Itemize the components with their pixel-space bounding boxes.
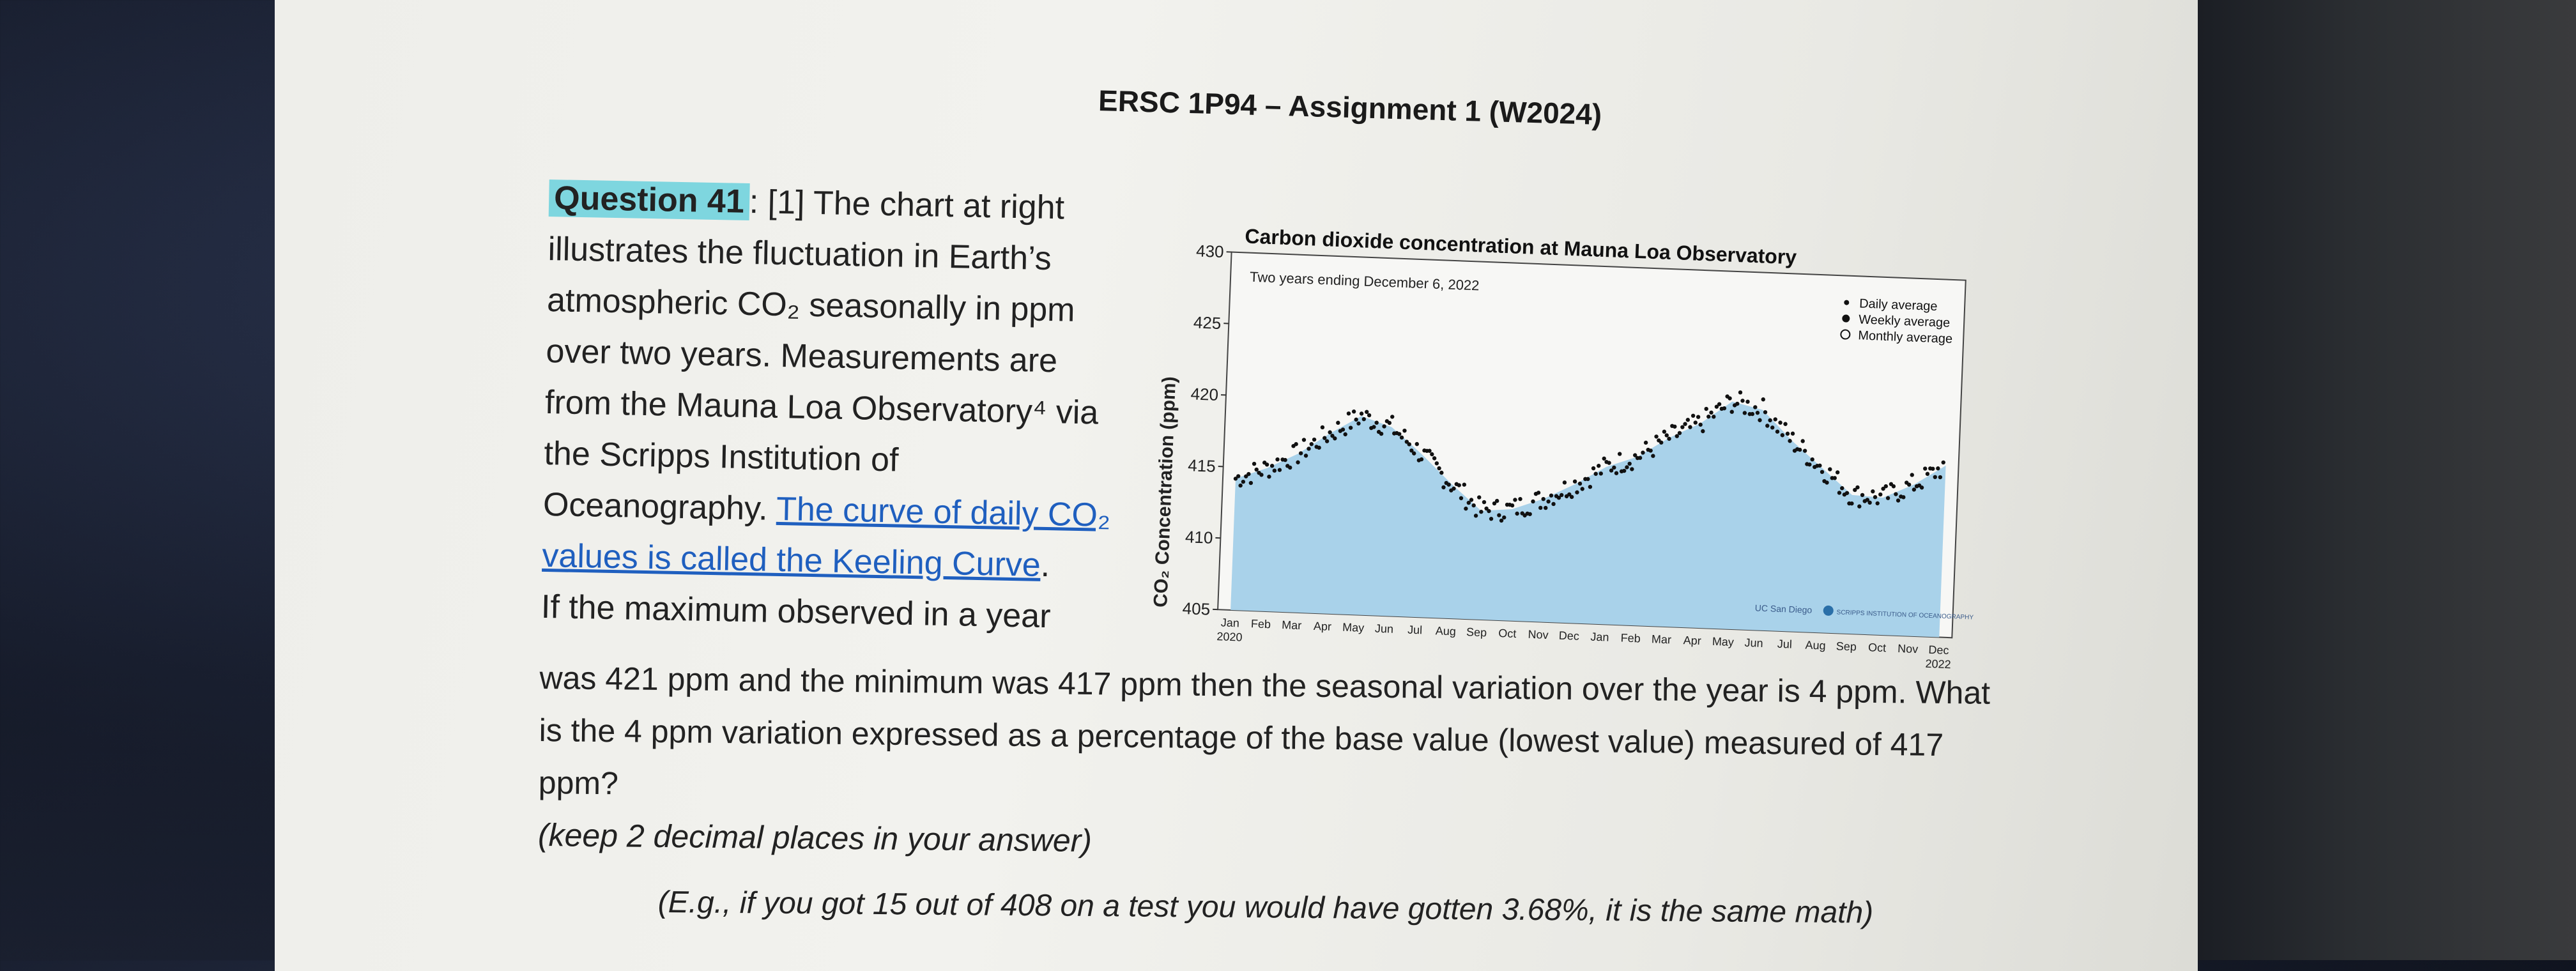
x-tick-label: Jan [1220, 616, 1239, 629]
x-tick-label: Jun [1744, 636, 1763, 650]
x-tick-label: Sep [1466, 625, 1487, 639]
question-label: Question 41 [549, 180, 750, 220]
y-tick-label: 430 [1196, 241, 1225, 261]
y-tick-label: 405 [1182, 599, 1211, 619]
x-tick-label: Feb [1620, 631, 1641, 645]
link-period: . [1040, 547, 1050, 584]
x-tick-label: Jan [1590, 631, 1609, 644]
x-tick-label: Oct [1868, 641, 1887, 654]
x-tick-label: Feb [1251, 617, 1271, 631]
x-tick-label: Nov [1897, 642, 1919, 655]
x-tick-label: Dec [1558, 629, 1579, 643]
legend-daily: Daily average [1859, 296, 1938, 314]
x-tick-label: Apr [1683, 634, 1701, 647]
question-if-line: If the maximum observed in a year [540, 588, 1051, 635]
x-tick-label: May [1342, 621, 1365, 634]
x-tick-label: Mar [1282, 618, 1302, 632]
co2-chart: 405 410 415 420 425 430 Jan Feb Mar Apr May Jun Jul… [1138, 211, 2005, 703]
chart-svg: 405 410 415 420 425 430 Jan Feb Mar Apr May Jun Jul… [1138, 211, 2005, 703]
x-tick-label: Jun [1375, 622, 1394, 636]
x-tick-label: Nov [1528, 628, 1549, 641]
y-axis-label: CO₂ Concentration (ppm) [1150, 376, 1180, 608]
x-tick-label: Aug [1436, 624, 1457, 638]
x-tick-label: Sep [1836, 639, 1857, 653]
y-tick-label: 415 [1188, 455, 1216, 476]
x-year-label-end: 2022 [1925, 657, 1951, 671]
x-tick-label: Mar [1652, 632, 1672, 646]
x-tick-label: Apr [1314, 620, 1332, 633]
x-tick-label: Dec [1928, 643, 1949, 657]
x-tick-label: Aug [1805, 638, 1826, 652]
y-tick-label: 425 [1193, 312, 1222, 333]
x-year-label-start: 2020 [1216, 630, 1243, 644]
x-tick-label: May [1712, 635, 1735, 648]
x-tick-label: Oct [1498, 627, 1517, 640]
monitor-bezel [2198, 0, 2576, 960]
ucsd-logo: UC San Diego [1755, 602, 1813, 615]
y-tick-label: 420 [1190, 384, 1219, 404]
x-tick-label: Jul [1777, 638, 1793, 651]
y-tick-label: 410 [1184, 527, 1213, 547]
desk-shadow [0, 671, 275, 960]
question-text: Question 41: [1] The chart at right illu… [540, 172, 1124, 643]
question-intro: : [1] The chart at right illustrates the… [542, 183, 1098, 528]
x-tick-label: Jul [1407, 623, 1423, 637]
